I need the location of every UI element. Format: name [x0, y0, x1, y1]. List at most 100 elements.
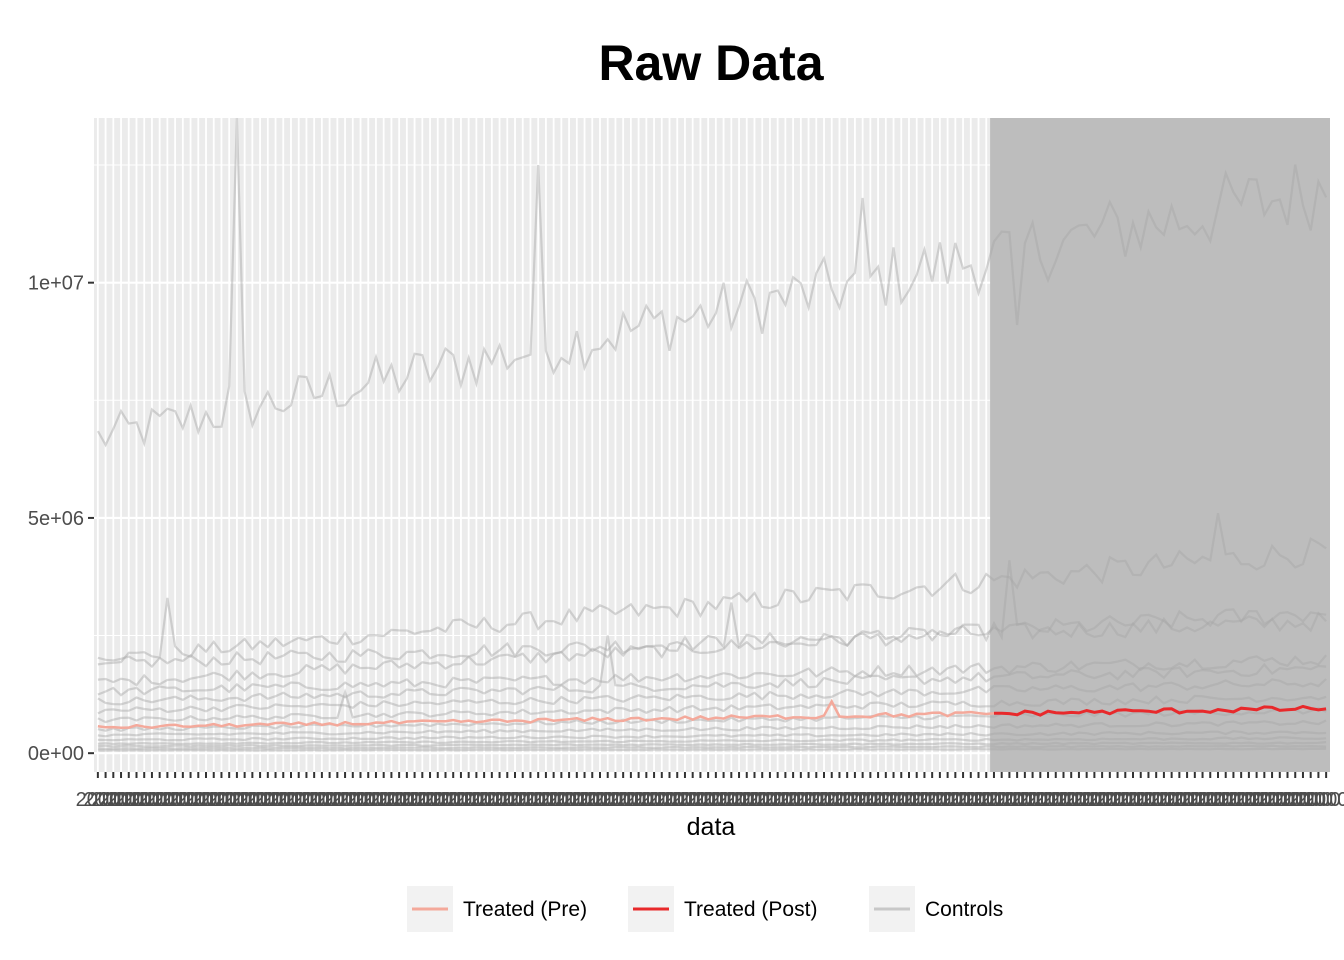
x-tick-label: 2000 — [416, 789, 461, 811]
legend-label: Treated (Pre) — [463, 898, 587, 921]
x-tick-label: 2000 — [215, 789, 260, 811]
x-tick-label: 2000 — [1103, 789, 1148, 811]
x-tick-label: 2000 — [786, 789, 831, 811]
x-tick-label: 2000 — [531, 789, 576, 811]
y-tick-label: 0e+00 — [28, 743, 84, 765]
x-tick-label: 2000 — [894, 789, 939, 811]
x-tick-label: 2000 — [199, 789, 244, 811]
control-series-line — [97, 512, 1327, 666]
control-series-line — [97, 736, 1327, 746]
x-tick-label: 2000 — [794, 789, 839, 811]
x-tick-label: 2000 — [941, 789, 986, 811]
x-tick-label: 2000 — [809, 789, 854, 811]
x-tick-label: 2000 — [694, 789, 739, 811]
x-tick-label: 2000 — [647, 789, 692, 811]
x-tick-label: 2000 — [725, 789, 770, 811]
x-tick-label: 2000 — [825, 789, 870, 811]
control-series-line — [97, 688, 1327, 724]
x-tick-label: 2000 — [817, 789, 862, 811]
x-tick-label: 2000 — [99, 789, 144, 811]
legend-label: Treated (Post) — [684, 898, 817, 921]
x-tick-label: 2000 — [377, 789, 422, 811]
x-tick-label: 2000 — [470, 789, 515, 811]
control-series-line — [97, 560, 1327, 687]
x-tick-label: 2000 — [1304, 789, 1344, 811]
control-series-line — [97, 719, 1327, 738]
x-tick-label: 2000 — [207, 789, 252, 811]
x-tick-label: 2000 — [1227, 789, 1272, 811]
x-tick-label: 2000 — [114, 789, 159, 811]
x-tick-label: 2000 — [640, 789, 685, 811]
x-tick-label: 2000 — [632, 789, 677, 811]
x-tick-label: 2000 — [246, 789, 291, 811]
x-tick-label: 2000 — [1111, 789, 1156, 811]
x-tick-label: 2000 — [1242, 789, 1287, 811]
x-tick-label: 2000 — [493, 789, 538, 811]
x-tick-label: 2000 — [709, 789, 754, 811]
x-tick-label: 2000 — [423, 789, 468, 811]
x-tick-label: 2000 — [161, 789, 206, 811]
x-tick-label: 2000 — [1234, 789, 1279, 811]
series-lines — [96, 117, 1328, 752]
x-tick-label: 2000 — [1173, 789, 1218, 811]
x-tick-label: 2000 — [1165, 789, 1210, 811]
y-tick-label: 5e+06 — [28, 508, 84, 530]
x-tick-label: 2000 — [678, 789, 723, 811]
x-tick-label: 2000 — [570, 789, 615, 811]
treated-post-line — [993, 704, 1327, 717]
x-tick-label: 2000 — [995, 789, 1040, 811]
x-tick-label: 2000 — [1080, 789, 1125, 811]
x-tick-label: 2000 — [446, 789, 491, 811]
x-tick-label: 2000 — [269, 789, 314, 811]
x-tick-label: 2000 — [307, 789, 352, 811]
x-tick-label: 2000 — [292, 789, 337, 811]
x-axis: 2000200020002000200020002000200020002000… — [76, 772, 1344, 811]
x-tick-label: 2000 — [1157, 789, 1202, 811]
control-series-line — [97, 741, 1327, 748]
x-tick-label: 2000 — [1211, 789, 1256, 811]
x-tick-label: 2000 — [748, 789, 793, 811]
y-tick-label: 1e+07 — [28, 273, 84, 295]
x-tick-label: 2000 — [485, 789, 530, 811]
legend: Treated (Pre) Treated (Post) Controls — [407, 886, 1003, 932]
x-tick-label: 2000 — [361, 789, 406, 811]
control-series-line — [97, 678, 1327, 715]
x-tick-label: 2000 — [956, 789, 1001, 811]
x-tick-label: 2000 — [1118, 789, 1163, 811]
x-tick-label: 2000 — [1126, 789, 1171, 811]
x-tick-label: 2000 — [856, 789, 901, 811]
x-tick-label: 2000 — [601, 789, 646, 811]
x-tick-label: 2000 — [1041, 789, 1086, 811]
x-tick-label: 2000 — [1064, 789, 1109, 811]
x-tick-label: 2000 — [284, 789, 329, 811]
x-tick-label: 2000 — [864, 789, 909, 811]
y-axis: 0e+00 5e+06 1e+07 — [28, 273, 94, 765]
x-tick-label: 2000 — [1095, 789, 1140, 811]
x-tick-label: 2000 — [91, 789, 136, 811]
x-tick-label: 2000 — [261, 789, 306, 811]
x-tick-label: 2000 — [562, 789, 607, 811]
x-tick-label: 2000 — [871, 789, 916, 811]
x-tick-label: 2000 — [585, 789, 630, 811]
x-tick-label: 2000 — [516, 789, 561, 811]
x-tick-label: 2000 — [524, 789, 569, 811]
x-tick-label: 2000 — [400, 789, 445, 811]
x-tick-label: 2000 — [276, 789, 321, 811]
control-series-line — [97, 747, 1327, 752]
post-treatment-shading — [990, 118, 1330, 772]
x-tick-label: 2000 — [771, 789, 816, 811]
x-tick-label: 2000 — [1281, 789, 1326, 811]
x-tick-label: 2000 — [910, 789, 955, 811]
chart-title: Raw Data — [598, 35, 824, 91]
x-tick-label: 2000 — [1088, 789, 1133, 811]
x-tick-label: 2000 — [253, 789, 298, 811]
x-tick-label: 2000 — [1134, 789, 1179, 811]
x-tick-label: 2000 — [655, 789, 700, 811]
x-tick-label: 2000 — [755, 789, 800, 811]
x-tick-label: 2000 — [763, 789, 808, 811]
control-series-line — [96, 117, 1328, 448]
x-tick-label: 2000 — [176, 789, 221, 811]
x-tick-label: 2000 — [76, 789, 121, 811]
control-series-line — [97, 654, 1327, 697]
x-tick-label: 2000 — [663, 789, 708, 811]
